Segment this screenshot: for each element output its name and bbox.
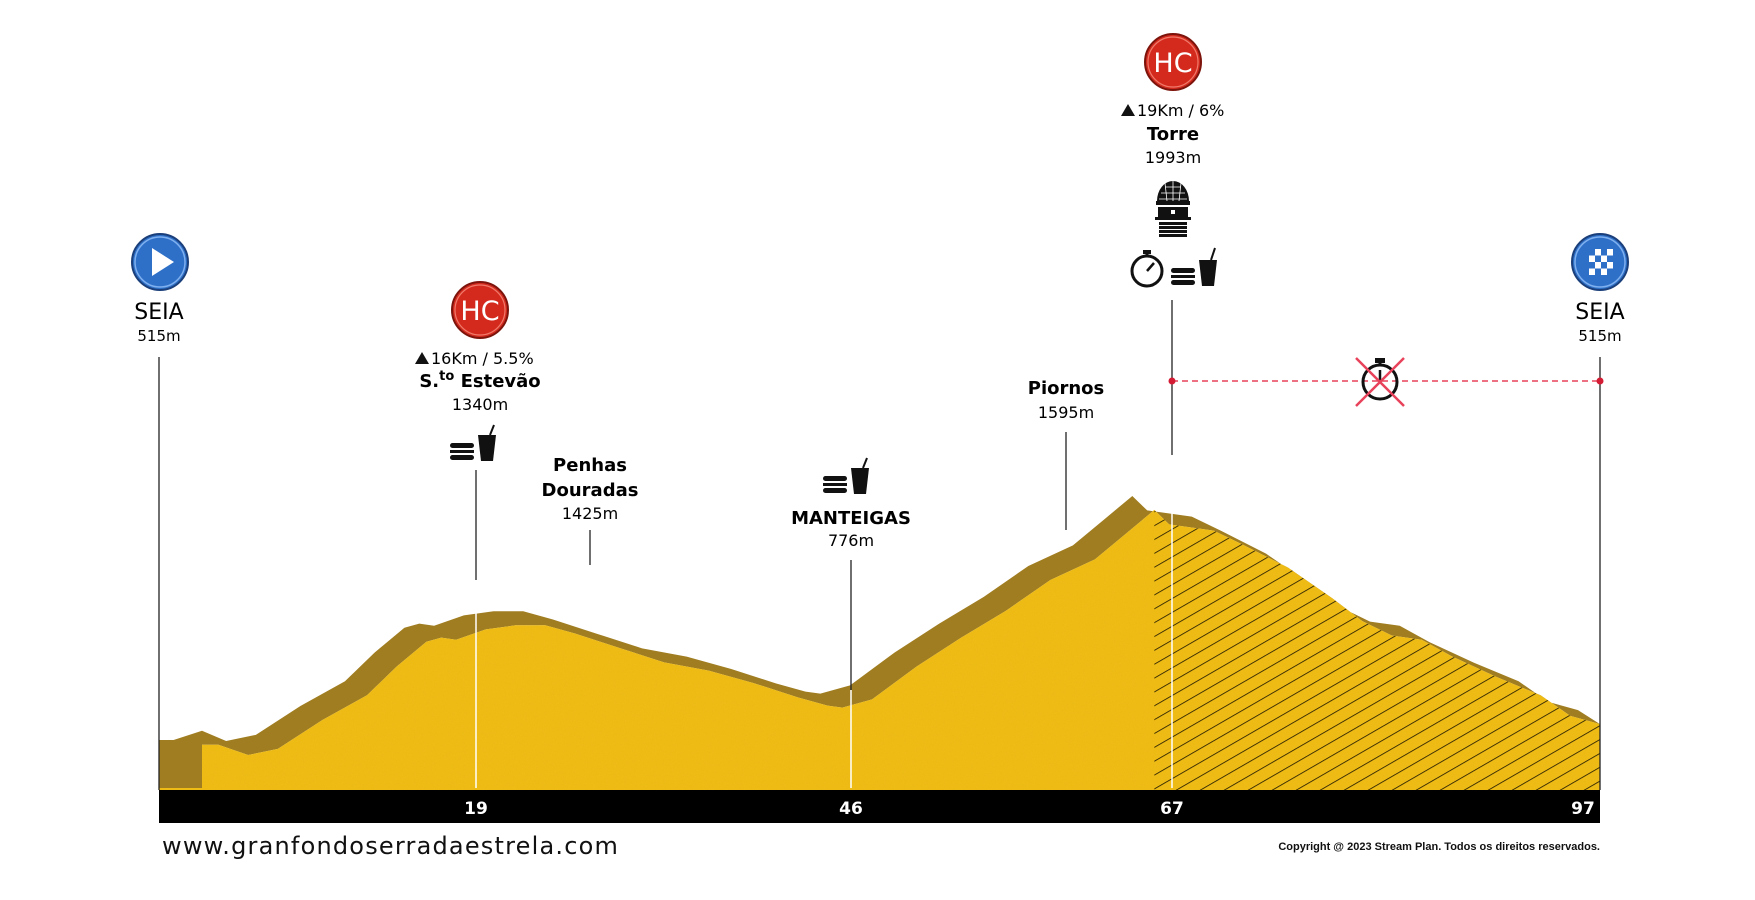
website-url[interactable]: www.granfondoserradaestrela.com bbox=[162, 832, 620, 860]
climb-altitude-santo-estevao: 1340m bbox=[452, 395, 508, 414]
waypoint-penhas-line1: Penhas bbox=[553, 455, 627, 476]
waypoint-penhas-line2: Douradas bbox=[542, 480, 639, 501]
checkered-flag-icon bbox=[1589, 249, 1613, 275]
hc-badge-santo-estevao: HC bbox=[451, 281, 509, 339]
finish-name: SEIA bbox=[1575, 300, 1624, 325]
hc-badge-label: HC bbox=[460, 296, 499, 327]
neutral-end-dot bbox=[1596, 377, 1604, 385]
terrain-shadow bbox=[159, 496, 1600, 755]
climb-name-torre: Torre bbox=[1147, 124, 1199, 145]
neutralized-section-hatch bbox=[1154, 510, 1600, 790]
climb-stats: 16Km / 5.5% bbox=[431, 349, 534, 368]
climb-stats-torre: 19Km / 6% bbox=[1121, 101, 1224, 120]
no-timing-icon bbox=[1355, 357, 1405, 407]
hc-badge-torre: HC bbox=[1144, 33, 1202, 91]
km-marker-97: 97 bbox=[1571, 799, 1595, 819]
finish-marker bbox=[1571, 233, 1629, 291]
start-altitude: 515m bbox=[137, 327, 180, 345]
climb-stats: 19Km / 6% bbox=[1137, 101, 1224, 120]
climb-name-santo-estevao: S.to Estevão bbox=[419, 369, 540, 392]
waypoint-piornos-altitude: 1595m bbox=[1038, 403, 1094, 422]
km-marker-67: 67 bbox=[1160, 799, 1184, 819]
observatory-tower-icon bbox=[1155, 181, 1191, 237]
stopwatch-icon bbox=[1130, 250, 1164, 288]
climb-stats-santo-estevao: 16Km / 5.5% bbox=[415, 349, 534, 368]
waypoint-manteigas-altitude: 776m bbox=[828, 531, 874, 550]
copyright-notice: Copyright @ 2023 Stream Plan. Todos os d… bbox=[1278, 841, 1600, 853]
finish-altitude: 515m bbox=[1578, 327, 1621, 345]
waypoint-manteigas-name: MANTEIGAS bbox=[791, 508, 911, 529]
start-name: SEIA bbox=[134, 300, 183, 325]
waypoint-penhas-altitude: 1425m bbox=[562, 504, 618, 523]
distance-bar bbox=[159, 790, 1600, 823]
climb-triangle-icon bbox=[415, 352, 429, 364]
hc-badge-label: HC bbox=[1153, 48, 1192, 79]
km-marker-46: 46 bbox=[839, 799, 863, 819]
play-icon bbox=[152, 248, 174, 276]
start-marker bbox=[131, 233, 189, 291]
neutral-start-dot bbox=[1168, 377, 1176, 385]
start-block bbox=[159, 740, 202, 788]
food-drink-icon bbox=[1171, 247, 1217, 286]
climb-triangle-icon bbox=[1121, 104, 1135, 116]
food-drink-icon bbox=[823, 457, 869, 494]
food-drink-icon bbox=[450, 424, 496, 461]
climb-altitude-torre: 1993m bbox=[1145, 148, 1201, 167]
waypoint-piornos-name: Piornos bbox=[1028, 378, 1105, 399]
km-marker-19: 19 bbox=[464, 799, 488, 819]
